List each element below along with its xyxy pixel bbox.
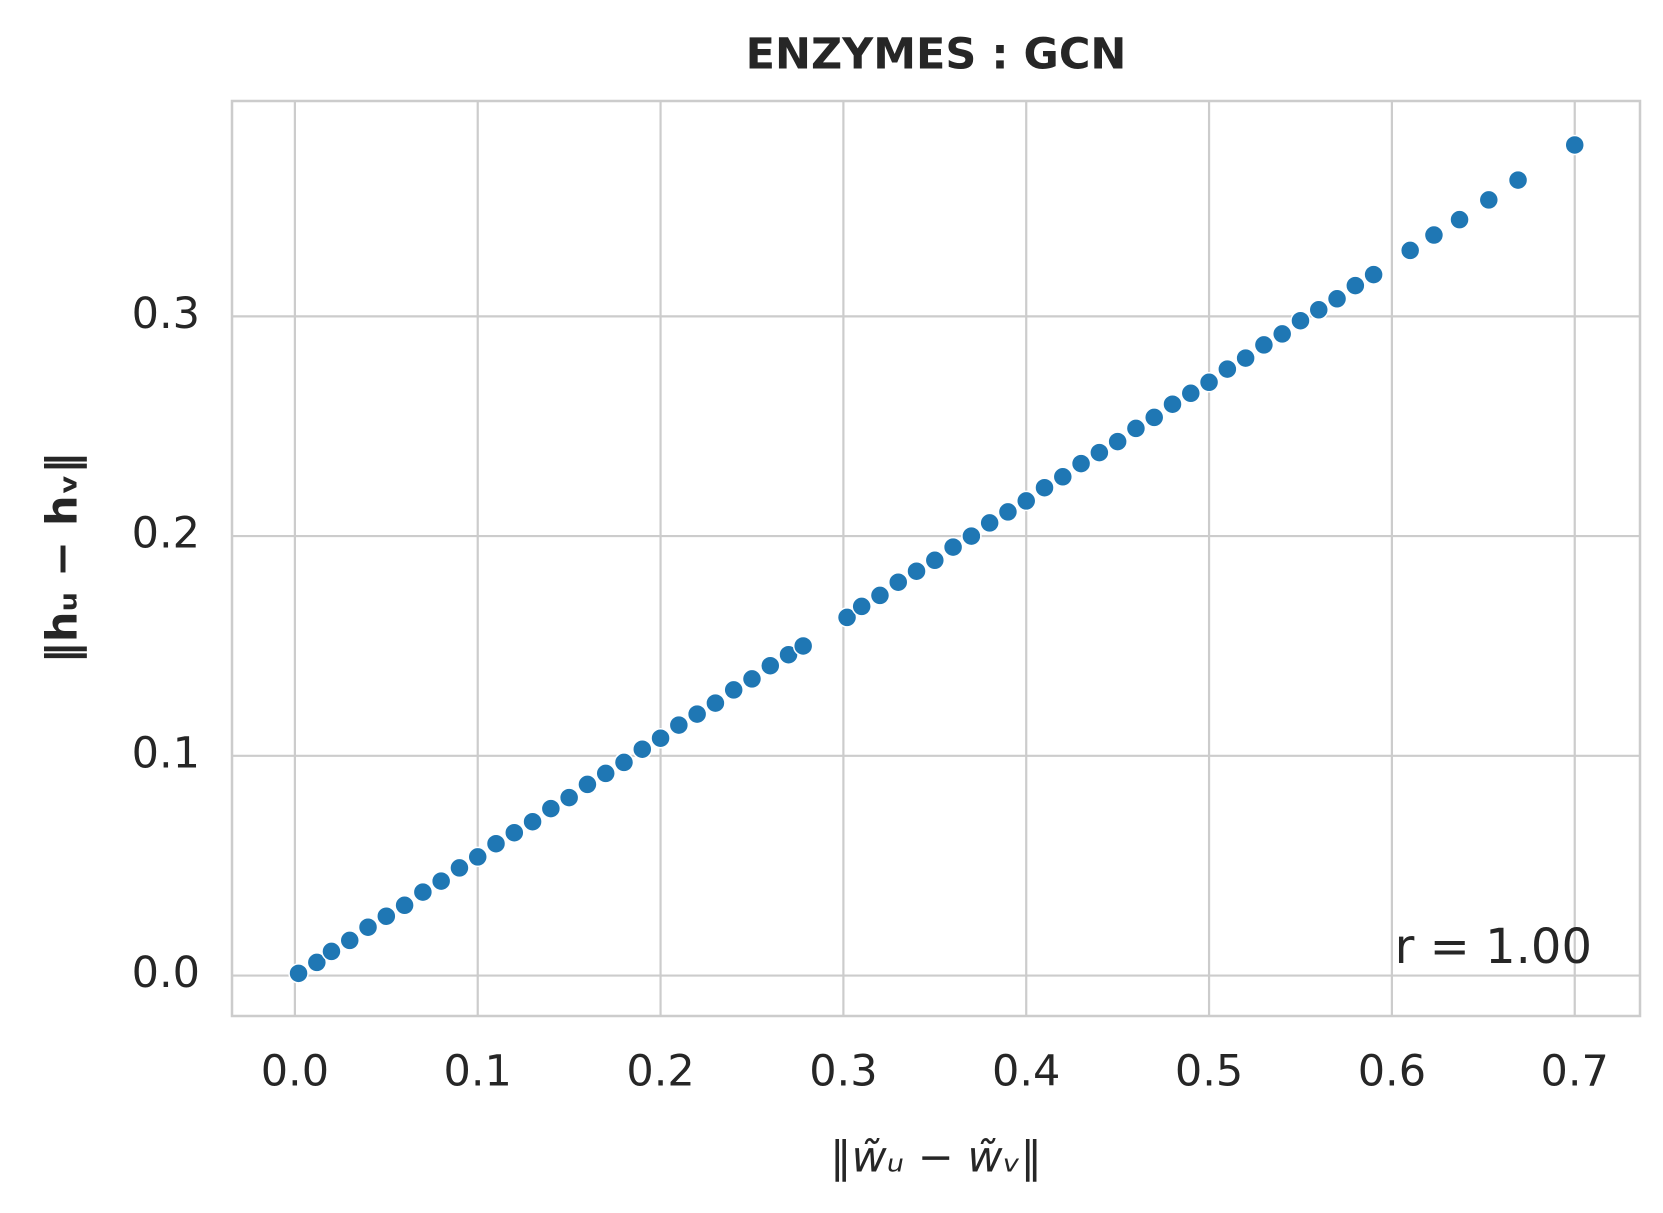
point [357, 916, 379, 938]
y-axis-label: ‖hᵤ − hᵥ‖ [38, 452, 88, 663]
point [997, 501, 1019, 523]
point [1107, 431, 1128, 452]
point [705, 692, 726, 714]
point [1162, 393, 1183, 415]
point [942, 536, 964, 558]
point [792, 635, 814, 657]
point [760, 655, 781, 676]
point [887, 571, 909, 593]
x-tick-label: 0.1 [444, 1047, 512, 1097]
point [668, 714, 690, 736]
x-axis-label: ‖w̃ᵤ − w̃ᵥ‖ [830, 1133, 1042, 1183]
point [613, 752, 635, 773]
point [632, 738, 653, 760]
point [1363, 264, 1384, 285]
point [906, 560, 927, 582]
point [1507, 169, 1529, 191]
point [1326, 288, 1348, 310]
point [1399, 240, 1421, 261]
point [430, 870, 452, 892]
x-tick-label: 0.6 [1358, 1047, 1426, 1097]
point [979, 512, 1000, 534]
chart-title: ENZYMES : GCN [746, 30, 1127, 80]
point [577, 774, 598, 795]
x-tick-label: 0.5 [1175, 1047, 1243, 1097]
point [1235, 347, 1256, 369]
point [650, 727, 671, 749]
point [1345, 275, 1366, 296]
point [288, 963, 309, 984]
point [485, 833, 507, 854]
point [1052, 466, 1074, 488]
point [504, 822, 525, 843]
plot-frame [230, 99, 1642, 1018]
point [1034, 477, 1055, 498]
point [321, 941, 342, 962]
x-tick-label: 0.3 [809, 1047, 877, 1097]
x-tick-label: 0.0 [261, 1047, 329, 1097]
point [394, 895, 415, 916]
point [686, 703, 708, 725]
point [306, 952, 328, 973]
x-tick-label: 0.7 [1541, 1047, 1609, 1097]
point [1308, 299, 1330, 321]
x-tick-label: 0.2 [626, 1047, 694, 1097]
y-tick-label: 0.1 [132, 728, 200, 778]
point [1070, 453, 1092, 474]
point [412, 881, 434, 903]
point [924, 550, 946, 571]
point [558, 787, 580, 808]
point [1217, 358, 1238, 380]
point [723, 679, 744, 701]
point [1290, 310, 1311, 331]
point [1180, 383, 1202, 404]
x-tick-label: 0.4 [992, 1047, 1060, 1097]
point [1449, 209, 1470, 230]
point [1143, 407, 1165, 428]
point [851, 596, 872, 617]
point [449, 857, 470, 879]
point [376, 905, 397, 927]
point [1089, 442, 1110, 463]
point [1271, 323, 1293, 345]
point [1198, 372, 1220, 393]
point [1478, 189, 1500, 211]
point [869, 585, 891, 606]
point [540, 798, 562, 819]
point [836, 607, 858, 628]
point [467, 846, 488, 868]
point [522, 811, 543, 832]
point [1125, 418, 1147, 439]
point [741, 668, 763, 690]
point [1253, 334, 1275, 356]
y-tick-label: 0.2 [132, 509, 200, 559]
y-tick-label: 0.0 [132, 948, 200, 998]
point [961, 525, 982, 547]
point [1564, 134, 1585, 156]
point [339, 930, 360, 951]
y-tick-label: 0.3 [132, 289, 200, 339]
point [1423, 224, 1445, 246]
annotation: r = 1.00 [1395, 919, 1592, 975]
point [1015, 490, 1037, 512]
point [595, 763, 616, 784]
